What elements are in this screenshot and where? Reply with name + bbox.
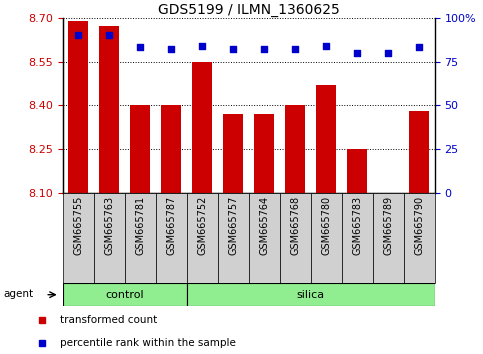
Bar — [373, 193, 404, 283]
Text: GSM665787: GSM665787 — [166, 196, 176, 255]
Bar — [409, 111, 429, 193]
Bar — [156, 193, 187, 283]
Bar — [342, 193, 373, 283]
Bar — [125, 193, 156, 283]
Point — [105, 32, 113, 38]
Point — [260, 46, 268, 52]
Bar — [218, 193, 249, 283]
Point — [322, 43, 330, 48]
Bar — [68, 21, 88, 193]
Text: GSM665781: GSM665781 — [135, 196, 145, 255]
Bar — [161, 105, 181, 193]
Text: transformed count: transformed count — [60, 315, 157, 325]
Point — [199, 43, 206, 48]
Title: GDS5199 / ILMN_1360625: GDS5199 / ILMN_1360625 — [158, 3, 340, 17]
Text: GSM665789: GSM665789 — [383, 196, 393, 255]
Text: control: control — [105, 290, 144, 300]
Point — [168, 46, 175, 52]
Text: GSM665768: GSM665768 — [290, 196, 300, 255]
Bar — [63, 283, 187, 306]
Bar — [99, 27, 119, 193]
Bar — [187, 283, 435, 306]
Bar — [223, 114, 243, 193]
Text: agent: agent — [3, 289, 33, 298]
Bar — [404, 193, 435, 283]
Point — [229, 46, 237, 52]
Point — [354, 50, 361, 56]
Text: GSM665763: GSM665763 — [104, 196, 114, 255]
Text: GSM665764: GSM665764 — [259, 196, 269, 255]
Bar — [280, 193, 311, 283]
Bar — [187, 193, 218, 283]
Bar — [285, 105, 305, 193]
Bar — [94, 193, 125, 283]
Text: silica: silica — [297, 290, 325, 300]
Point — [384, 50, 392, 56]
Text: GSM665755: GSM665755 — [73, 196, 83, 255]
Point — [136, 45, 144, 50]
Point — [291, 46, 299, 52]
Bar — [254, 114, 274, 193]
Text: GSM665790: GSM665790 — [414, 196, 424, 255]
Text: GSM665752: GSM665752 — [197, 196, 207, 255]
Text: percentile rank within the sample: percentile rank within the sample — [60, 338, 236, 348]
Bar — [316, 85, 336, 193]
Text: GSM665757: GSM665757 — [228, 196, 238, 255]
Point — [415, 45, 423, 50]
Bar — [130, 105, 150, 193]
Point — [74, 32, 82, 38]
Text: GSM665783: GSM665783 — [352, 196, 362, 255]
Bar — [311, 193, 342, 283]
Text: GSM665780: GSM665780 — [321, 196, 331, 255]
Bar — [192, 62, 213, 193]
Bar — [347, 149, 367, 193]
Bar — [63, 193, 94, 283]
Bar — [249, 193, 280, 283]
